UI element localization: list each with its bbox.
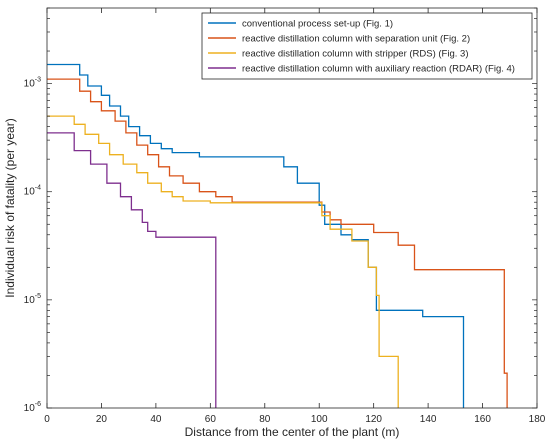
x-tick-label: 180: [529, 414, 546, 425]
x-tick-label: 140: [420, 414, 437, 425]
series-layer: [47, 63, 508, 408]
legend-label-4: reactive distillation column with auxili…: [242, 64, 515, 75]
x-axis-ticks: 0 20 40 60 80 100 120 140 160 180: [44, 8, 546, 425]
y-tick-label: 10-6: [24, 401, 41, 414]
x-tick-label: 120: [365, 414, 382, 425]
x-tick-label: 100: [311, 414, 328, 425]
x-tick-label: 40: [150, 414, 162, 425]
legend-box: [201, 12, 533, 80]
legend: conventional process set-up (Fig. 1) reac…: [201, 12, 533, 80]
series-line-4: [47, 132, 217, 408]
series-line-1: [47, 63, 465, 408]
plot-frame: [46, 7, 538, 409]
legend-label-3: reactive distillation column with stripp…: [242, 49, 468, 60]
x-tick-label: 0: [44, 414, 50, 425]
x-tick-label: 80: [259, 414, 271, 425]
x-tick-label: 20: [96, 414, 108, 425]
y-axis-label: Individual risk of fatality (per year): [3, 118, 17, 297]
legend-label-1: conventional process set-up (Fig. 1): [242, 19, 393, 30]
x-tick-label: 60: [205, 414, 217, 425]
y-tick-label: 10-3: [24, 77, 41, 90]
series-line-3: [47, 115, 399, 408]
legend-label-2: reactive distillation column with separa…: [242, 34, 470, 45]
y-axis-ticks: 10-6 10-5 10-4 10-3: [24, 7, 537, 414]
y-tick-label: 10-5: [24, 293, 41, 306]
x-tick-label: 160: [474, 414, 491, 425]
y-tick-label: 10-4: [24, 185, 41, 198]
x-axis-label: Distance from the center of the plant (m…: [185, 425, 400, 439]
series-line-2: [47, 78, 508, 408]
